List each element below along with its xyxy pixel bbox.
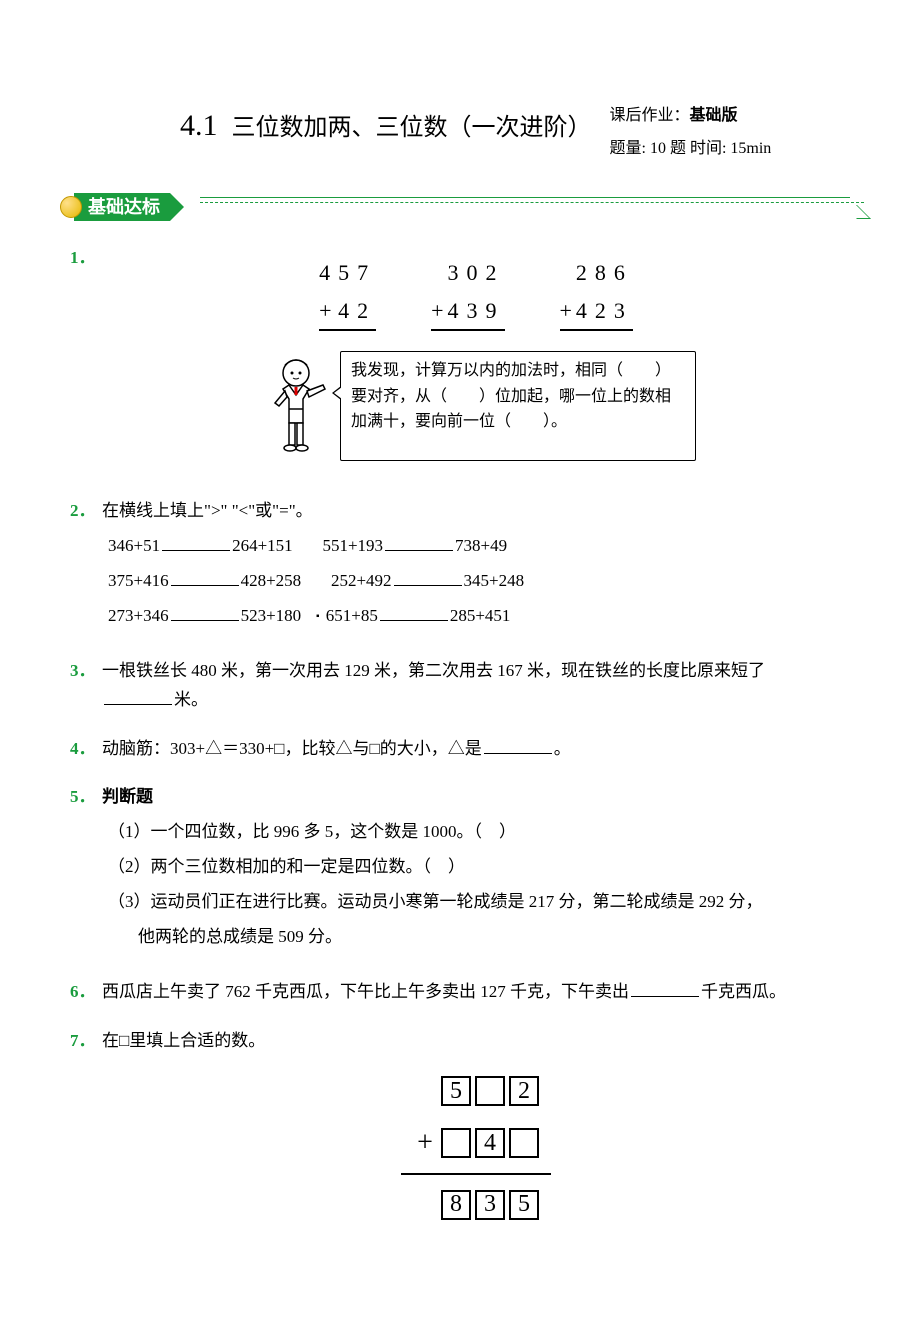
box-cell	[441, 1128, 471, 1158]
box-cell	[475, 1076, 505, 1106]
blank	[484, 737, 552, 754]
blank	[162, 534, 230, 551]
q-number: 4．	[70, 735, 102, 764]
q5-item-2: （2）两个三位数相加的和一定是四位数。（ ）	[108, 853, 850, 882]
title-block: 4.1 三位数加两、三位数（一次进阶）	[180, 100, 592, 151]
box-cell: 8	[441, 1190, 471, 1220]
box-cell: 5	[441, 1076, 471, 1106]
q4-text-a: 动脑筋：303+△＝330+□，比较△与□的大小，△是	[102, 739, 482, 758]
q-number: 3．	[70, 657, 102, 715]
q4-text-b: 。	[554, 739, 571, 758]
addition-3: 286 +423	[560, 254, 633, 331]
blank	[104, 688, 172, 705]
q-number: 1．	[70, 244, 102, 477]
question-6: 6． 西瓜店上午卖了 762 千克西瓜，下午比上午多卖出 127 千克，下午卖出…	[70, 978, 850, 1007]
blank	[631, 980, 699, 997]
callout: 我发现，计算万以内的加法时，相同（ ）要对齐，从（ ）位加起，哪一位上的数相加满…	[256, 351, 696, 461]
badge-label: 基础达标	[74, 193, 170, 221]
box-cell: 2	[509, 1076, 539, 1106]
meta-block: 课后作业：基础版 题量: 10 题 时间: 15min	[610, 100, 772, 162]
compare-line-3: 273+346523+180 ▪ 651+85285+451	[108, 602, 850, 631]
q3-text-b: 米。	[174, 690, 208, 709]
header-divider	[200, 197, 850, 217]
compare-line-2: 375+416428+258 252+492345+248	[108, 567, 850, 596]
q5-item-1: （1）一个四位数，比 996 多 5，这个数是 1000。（ ）	[108, 818, 850, 847]
section-header: 基础达标	[60, 192, 850, 222]
sum-line	[401, 1173, 551, 1175]
plus-icon: +	[413, 1119, 437, 1167]
q-number: 7．	[70, 1027, 102, 1241]
section-number: 4.1	[180, 100, 218, 151]
addition-2: 302 +439	[431, 254, 504, 331]
question-3: 3． 一根铁丝长 480 米，第一次用去 129 米，第二次用去 167 米，现…	[70, 657, 850, 715]
question-7: 7． 在□里填上合适的数。 5 2 + 4 8 3 5	[70, 1027, 850, 1241]
q7-text: 在□里填上合适的数。	[102, 1027, 850, 1056]
blank	[380, 604, 448, 621]
q2-text: 在横线上填上">" "<"或"="。	[102, 497, 850, 526]
blank	[385, 534, 453, 551]
q-number: 2．	[70, 497, 102, 637]
speech-bubble: 我发现，计算万以内的加法时，相同（ ）要对齐，从（ ）位加起，哪一位上的数相加满…	[340, 351, 696, 461]
question-4: 4． 动脑筋：303+△＝330+□，比较△与□的大小，△是 。	[70, 735, 850, 764]
q5-item-3a: （3）运动员们正在进行比赛。运动员小寒第一轮成绩是 217 分，第二轮成绩是 2…	[108, 888, 850, 917]
question-1: 1． 457 +42 302 +439 286 +423	[70, 244, 850, 477]
boy-illustration	[256, 351, 336, 461]
blank	[171, 569, 239, 586]
section-badge: 基础达标	[60, 192, 170, 222]
box-cell: 5	[509, 1190, 539, 1220]
box-cell: 3	[475, 1190, 505, 1220]
box-cell: 4	[475, 1128, 505, 1158]
blank	[394, 569, 462, 586]
question-2: 2． 在横线上填上">" "<"或"="。 346+51264+151 551+…	[70, 497, 850, 637]
section-title: 三位数加两、三位数（一次进阶）	[232, 108, 592, 149]
q6-text-a: 西瓜店上午卖了 762 千克西瓜，下午比上午多卖出 127 千克，下午卖出	[102, 982, 629, 1001]
box-addition: 5 2 + 4 8 3 5	[102, 1068, 850, 1229]
meta-level: 基础版	[690, 107, 738, 124]
meta-count-time: 题量: 10 题 时间: 15min	[610, 135, 772, 162]
question-5: 5． 判断题 （1）一个四位数，比 996 多 5，这个数是 1000。（ ） …	[70, 783, 850, 957]
meta-label: 课后作业：	[610, 107, 690, 124]
compare-line-1: 346+51264+151 551+193738+49	[108, 532, 850, 561]
q5-item-3b: 他两轮的总成绩是 509 分。	[108, 923, 850, 952]
q-number: 6．	[70, 978, 102, 1007]
arithmetic-row: 457 +42 302 +439 286 +423	[102, 254, 850, 331]
addition-1: 457 +42	[319, 254, 376, 331]
q3-text-a: 一根铁丝长 480 米，第一次用去 129 米，第二次用去 167 米，现在铁丝…	[102, 661, 765, 680]
q-number: 5．	[70, 783, 102, 957]
q5-title: 判断题	[102, 783, 850, 812]
q6-text-b: 千克西瓜。	[701, 982, 786, 1001]
box-cell	[509, 1128, 539, 1158]
page-header: 4.1 三位数加两、三位数（一次进阶） 课后作业：基础版 题量: 10 题 时间…	[70, 100, 850, 162]
blank	[171, 604, 239, 621]
